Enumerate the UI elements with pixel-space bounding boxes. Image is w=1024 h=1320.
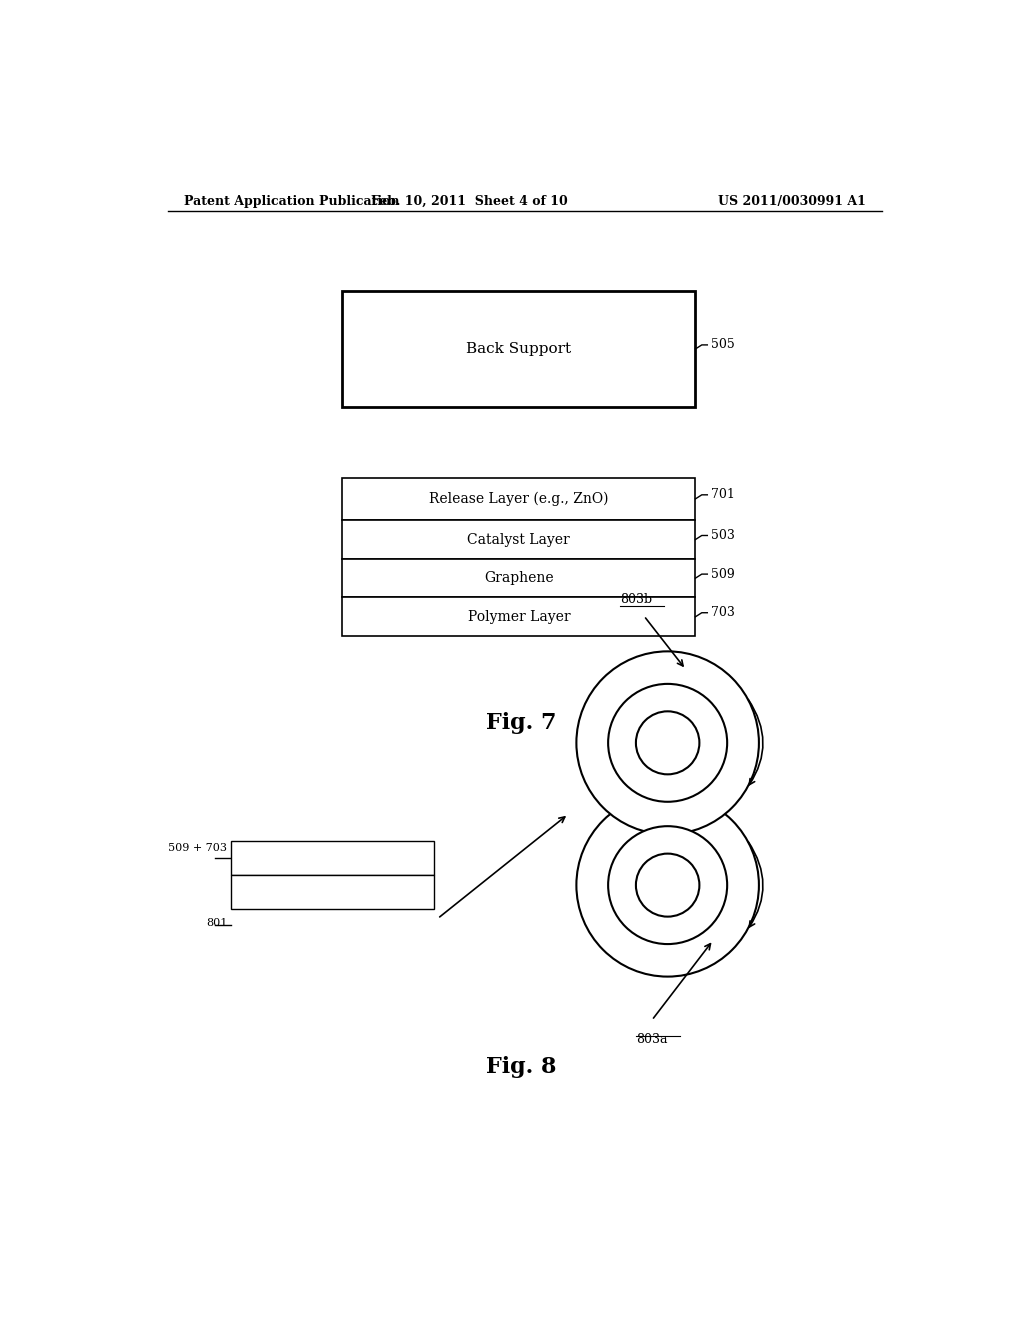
Text: 503: 503 (712, 529, 735, 543)
Bar (342, 520, 695, 558)
Text: 801: 801 (206, 919, 227, 928)
Text: 803a: 803a (636, 1032, 668, 1045)
Text: Polymer Layer: Polymer Layer (468, 610, 570, 624)
Bar (342, 478, 695, 520)
Text: Patent Application Publication: Patent Application Publication (183, 195, 399, 209)
Text: Catalyst Layer: Catalyst Layer (468, 532, 570, 546)
Ellipse shape (577, 793, 759, 977)
Text: Feb. 10, 2011  Sheet 4 of 10: Feb. 10, 2011 Sheet 4 of 10 (371, 195, 567, 209)
Text: Release Layer (e.g., ZnO): Release Layer (e.g., ZnO) (429, 491, 608, 506)
Text: Fig. 7: Fig. 7 (485, 713, 556, 734)
Text: Target Substrate (w/optional Si): Target Substrate (w/optional Si) (237, 886, 428, 898)
Text: Back Support: Back Support (466, 342, 571, 356)
Text: 505: 505 (712, 338, 735, 351)
Ellipse shape (608, 684, 727, 801)
Ellipse shape (577, 651, 759, 834)
Bar (342, 558, 695, 598)
Bar (342, 290, 695, 408)
Text: Graphene with Polymer Layer: Graphene with Polymer Layer (243, 851, 422, 865)
Ellipse shape (636, 854, 699, 916)
Ellipse shape (636, 711, 699, 775)
Text: 701: 701 (712, 488, 735, 502)
Ellipse shape (608, 826, 727, 944)
Text: 803b: 803b (621, 593, 652, 606)
Text: 509 + 703: 509 + 703 (168, 843, 227, 853)
Bar (342, 598, 695, 636)
Text: 509: 509 (712, 568, 735, 581)
Text: US 2011/0030991 A1: US 2011/0030991 A1 (718, 195, 866, 209)
Text: Graphene: Graphene (484, 572, 554, 585)
Text: Fig. 8: Fig. 8 (485, 1056, 556, 1078)
Text: 703: 703 (712, 606, 735, 619)
Bar (231, 875, 433, 908)
Bar (231, 841, 433, 875)
